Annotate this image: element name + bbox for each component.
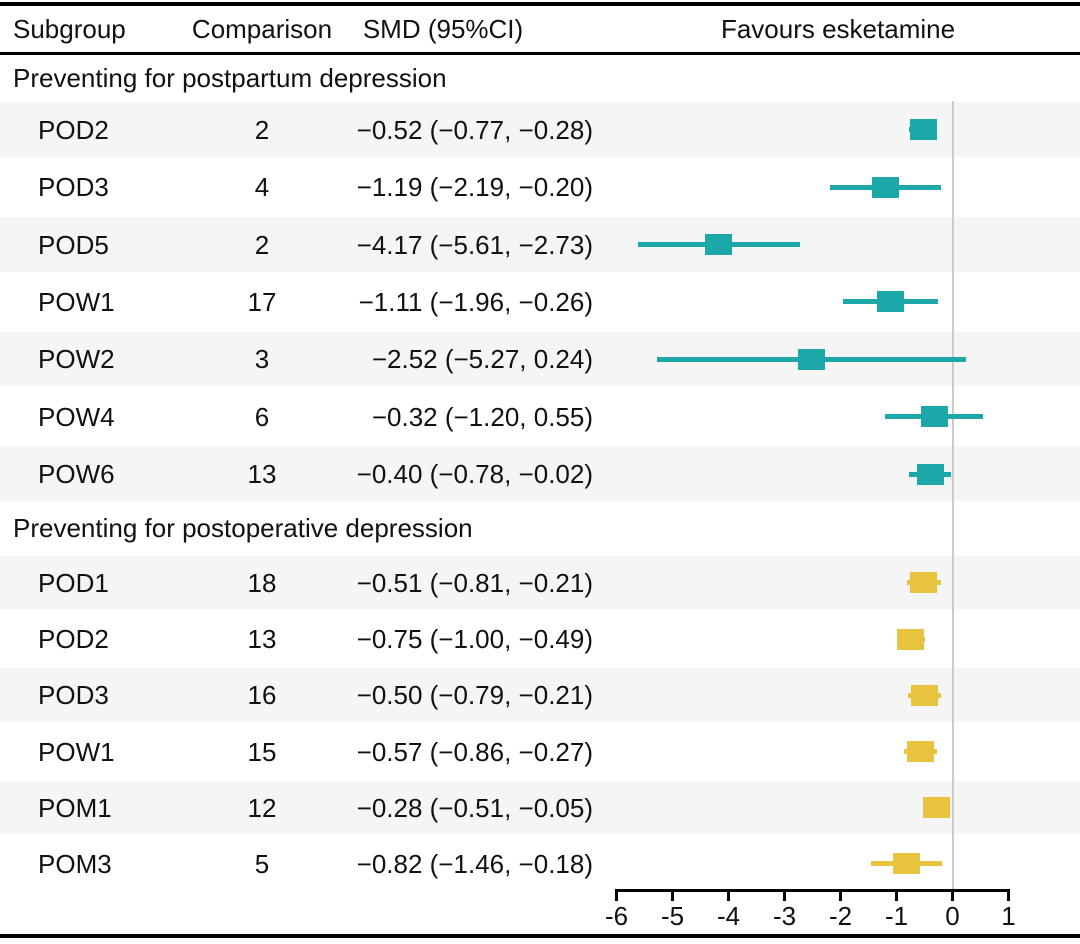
header-rule xyxy=(0,52,1080,55)
smd-ci-value: −0.32 (−1.20, 0.55) xyxy=(371,401,593,432)
row-stripe xyxy=(0,668,1080,722)
subgroup-label: POD2 xyxy=(38,114,109,145)
subgroup-label: POM1 xyxy=(38,792,112,823)
column-header-comparison: Comparison xyxy=(191,14,333,44)
row-stripe xyxy=(0,555,1080,610)
column-header-subgroup: Subgroup xyxy=(13,14,126,44)
subgroup-label: POW4 xyxy=(38,401,115,432)
comparison-value: 12 xyxy=(247,792,277,823)
effect-square xyxy=(907,741,935,762)
subgroup-label: POD2 xyxy=(38,624,109,655)
smd-ci-value: −1.11 (−1.96, −0.26) xyxy=(358,286,593,317)
smd-ci-value: −0.75 (−1.00, −0.49) xyxy=(356,624,593,655)
subgroup-label: POD3 xyxy=(38,172,109,203)
comparison-value: 13 xyxy=(247,624,277,655)
axis-tick xyxy=(1007,891,1010,901)
smd-ci-value: −4.17 (−5.61, −2.73) xyxy=(356,229,593,260)
x-axis-line xyxy=(615,888,1010,892)
effect-square xyxy=(893,853,921,875)
bottom-rule xyxy=(0,933,1080,938)
comparison-value: 5 xyxy=(254,848,270,879)
row-stripe xyxy=(0,446,1080,502)
axis-tick-label: -4 xyxy=(716,901,741,931)
comparison-value: 2 xyxy=(254,229,270,260)
axis-tick xyxy=(783,891,786,901)
column-header-favours: Favours esketamine xyxy=(720,14,956,44)
effect-square xyxy=(921,406,949,428)
effect-square xyxy=(923,797,951,819)
comparison-value: 16 xyxy=(247,680,277,711)
axis-tick xyxy=(951,891,954,901)
subgroup-label: POW1 xyxy=(38,286,115,317)
comparison-value: 2 xyxy=(254,114,270,145)
smd-ci-value: −0.40 (−0.78, −0.02) xyxy=(356,459,593,490)
effect-square xyxy=(916,463,944,485)
axis-tick xyxy=(895,891,898,901)
row-stripe xyxy=(0,216,1080,272)
section-title: Preventing for postoperative depression xyxy=(13,513,473,543)
axis-tick xyxy=(727,891,730,901)
axis-tick-label: -5 xyxy=(660,901,685,931)
axis-tick-label: -3 xyxy=(772,901,797,931)
comparison-value: 3 xyxy=(254,344,270,375)
subgroup-label: POW6 xyxy=(38,459,115,490)
axis-tick-label: 0 xyxy=(945,901,960,931)
section-title: Preventing for postpartum depression xyxy=(13,63,447,93)
effect-square xyxy=(872,176,900,198)
smd-ci-value: −0.50 (−0.79, −0.21) xyxy=(356,680,593,711)
smd-ci-value: −0.57 (−0.86, −0.27) xyxy=(356,736,593,767)
effect-square xyxy=(705,234,733,255)
subgroup-label: POD5 xyxy=(38,229,109,260)
comparison-value: 18 xyxy=(247,567,277,598)
zero-reference-line xyxy=(951,101,954,889)
comparison-value: 4 xyxy=(254,172,270,203)
effect-square xyxy=(911,684,938,706)
axis-tick-label: -1 xyxy=(884,901,909,931)
axis-tick-label: 1 xyxy=(1001,901,1016,931)
smd-ci-value: −1.19 (−2.19, −0.20) xyxy=(356,172,593,203)
smd-ci-value: −0.52 (−0.77, −0.28) xyxy=(356,114,593,145)
effect-square xyxy=(876,291,904,313)
subgroup-label: POD1 xyxy=(38,567,109,598)
column-header-smd: SMD (95%CI) xyxy=(362,14,524,44)
smd-ci-value: −0.28 (−0.51, −0.05) xyxy=(356,792,593,823)
effect-square xyxy=(897,628,924,650)
comparison-value: 13 xyxy=(247,459,277,490)
axis-tick-label: -2 xyxy=(828,901,853,931)
smd-ci-value: −2.52 (−5.27, 0.24) xyxy=(371,344,593,375)
row-stripe xyxy=(0,102,1080,157)
effect-square xyxy=(797,348,825,370)
subgroup-label: POW1 xyxy=(38,736,115,767)
smd-ci-value: −0.82 (−1.46, −0.18) xyxy=(356,848,593,879)
comparison-value: 15 xyxy=(247,736,277,767)
effect-square xyxy=(909,119,937,141)
comparison-value: 17 xyxy=(247,286,277,317)
axis-tick-label: -6 xyxy=(604,901,629,931)
subgroup-label: POM3 xyxy=(38,848,112,879)
subgroup-label: POD3 xyxy=(38,680,109,711)
smd-ci-value: −0.51 (−0.81, −0.21) xyxy=(356,567,593,598)
axis-tick xyxy=(671,891,674,901)
effect-square xyxy=(910,572,938,594)
axis-tick xyxy=(839,891,842,901)
comparison-value: 6 xyxy=(254,401,270,432)
row-stripe xyxy=(0,780,1080,835)
axis-tick xyxy=(615,891,618,901)
top-rule xyxy=(0,2,1080,6)
subgroup-label: POW2 xyxy=(38,344,115,375)
